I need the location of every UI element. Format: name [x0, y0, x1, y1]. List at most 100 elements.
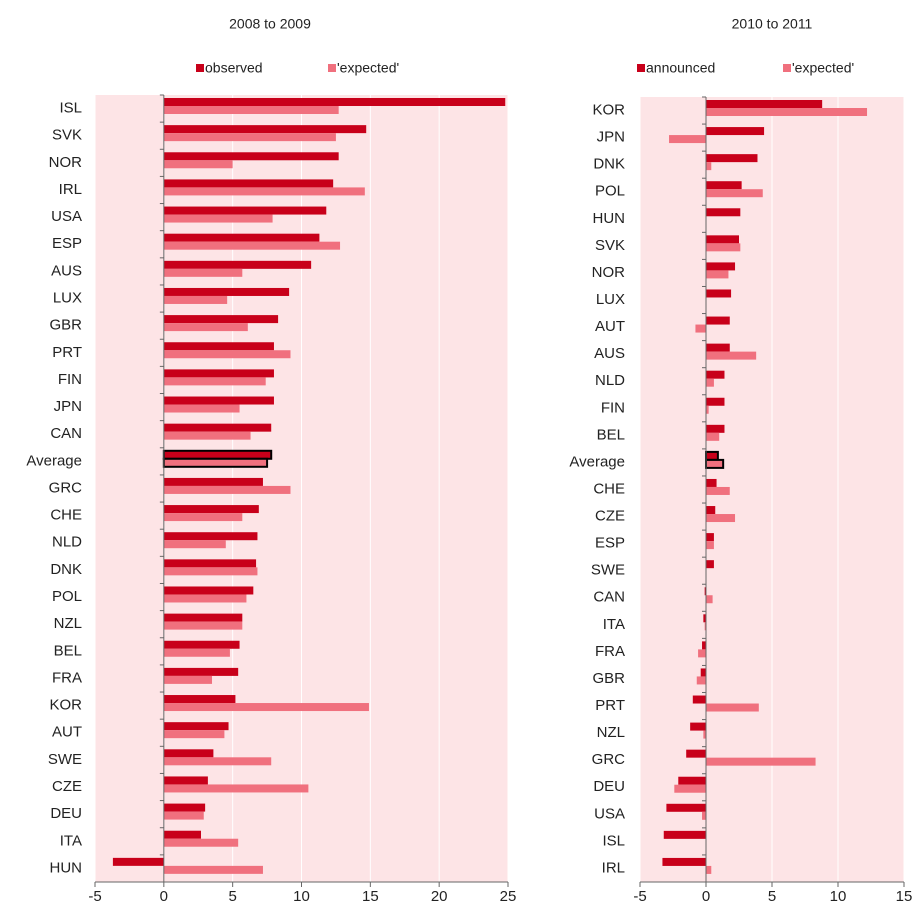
bar	[163, 377, 266, 386]
y-tick-label: SWE	[591, 562, 625, 579]
bar	[163, 423, 272, 432]
panel-title: 2008 to 2009	[229, 16, 311, 32]
y-tick-label: ESP	[595, 535, 625, 552]
bar	[163, 749, 214, 758]
bar	[163, 295, 228, 304]
bar	[706, 397, 725, 406]
bar	[706, 378, 714, 387]
bar	[702, 811, 706, 820]
x-tick-label: 5	[228, 888, 236, 905]
bar	[706, 533, 714, 542]
y-tick-label: CHE	[50, 507, 82, 524]
bar	[163, 206, 327, 215]
y-tick-label: CZE	[52, 778, 82, 795]
y-tick-label: AUS	[594, 345, 625, 362]
bar	[678, 776, 706, 785]
bar	[163, 830, 202, 839]
legend-swatch	[783, 64, 791, 72]
bar	[706, 351, 757, 360]
bar	[163, 730, 225, 739]
y-tick-label: GRC	[49, 479, 83, 496]
bar	[706, 127, 765, 136]
x-tick-label: -5	[88, 888, 101, 905]
bar	[706, 289, 732, 298]
bar	[686, 749, 706, 758]
bar	[702, 641, 706, 650]
bar	[706, 108, 868, 116]
bar	[706, 235, 739, 244]
y-tick-label: NOR	[49, 154, 83, 171]
bar	[163, 667, 239, 676]
bar	[700, 668, 706, 677]
bar	[163, 532, 258, 541]
bar	[706, 343, 730, 352]
legend-label: announced	[646, 60, 715, 76]
y-tick-label: FRA	[595, 643, 625, 660]
y-tick-label: KOR	[49, 697, 82, 714]
y-tick-label: USA	[594, 805, 625, 822]
y-tick-label: ISL	[602, 832, 625, 849]
bar	[112, 857, 164, 866]
legend-label: observed	[205, 60, 263, 76]
bar	[690, 722, 706, 731]
bar	[663, 830, 706, 839]
y-tick-label: SWE	[48, 751, 82, 768]
y-tick-label: GBR	[49, 317, 82, 334]
x-tick-label: 0	[702, 888, 710, 905]
bar	[705, 458, 725, 469]
bar	[163, 540, 226, 549]
bar	[704, 622, 706, 631]
bar	[706, 262, 736, 271]
bar	[674, 784, 706, 793]
bar	[706, 506, 716, 515]
bar	[163, 233, 320, 242]
y-tick-label: ISL	[59, 100, 82, 117]
bar	[163, 722, 229, 731]
bar	[706, 514, 736, 523]
bar	[703, 614, 706, 623]
y-tick-label: DNK	[593, 156, 625, 173]
bar	[698, 649, 706, 658]
y-tick-label: ITA	[603, 616, 625, 633]
bar	[163, 160, 233, 169]
y-tick-label: PRT	[595, 697, 625, 714]
y-tick-label: KOR	[592, 102, 625, 119]
bar	[163, 431, 251, 440]
legend-label: 'expected'	[337, 60, 399, 76]
bar	[163, 838, 239, 847]
bar	[163, 350, 291, 359]
y-tick-label: NLD	[595, 372, 625, 389]
bar	[162, 449, 273, 460]
y-tick-label: LUX	[53, 290, 82, 307]
y-tick-label: IRL	[602, 859, 625, 876]
bar	[666, 803, 706, 812]
y-tick-label: POL	[595, 183, 625, 200]
bar	[163, 784, 309, 793]
y-tick-label: GRC	[592, 751, 626, 768]
bar	[163, 369, 274, 378]
bar	[706, 270, 729, 279]
y-tick-label: SVK	[595, 237, 625, 254]
bar	[163, 586, 254, 595]
x-tick-label: 15	[362, 888, 379, 905]
y-tick-label: PRT	[52, 344, 82, 361]
y-tick-label: DEU	[593, 778, 625, 795]
bar	[163, 106, 339, 114]
bar	[706, 541, 714, 550]
y-tick-label: HUN	[593, 210, 626, 227]
bar	[706, 189, 763, 198]
y-tick-label: POL	[52, 588, 82, 605]
bar	[163, 865, 263, 874]
bar	[163, 315, 279, 324]
bar	[163, 133, 336, 142]
y-tick-label: BEL	[54, 642, 82, 659]
y-tick-label: AUT	[595, 318, 625, 335]
bar	[163, 152, 339, 161]
y-tick-label: AUT	[52, 724, 82, 741]
bar	[163, 648, 230, 657]
y-tick-label: NLD	[52, 534, 82, 551]
y-tick-label: GBR	[592, 670, 625, 687]
bar	[163, 567, 258, 576]
y-tick-label: IRL	[59, 181, 82, 198]
